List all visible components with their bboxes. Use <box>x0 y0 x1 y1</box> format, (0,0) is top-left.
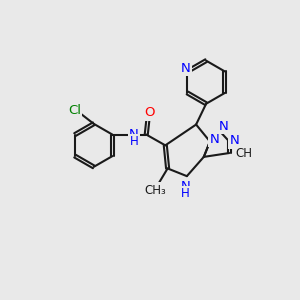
Text: O: O <box>144 106 154 119</box>
Text: N: N <box>180 180 190 194</box>
Text: N: N <box>210 133 220 146</box>
Text: N: N <box>219 120 229 133</box>
Text: CH: CH <box>236 146 252 160</box>
Text: H: H <box>130 135 138 148</box>
Text: N: N <box>230 134 239 147</box>
Text: H: H <box>181 187 190 200</box>
Text: Cl: Cl <box>68 104 81 117</box>
Text: CH₃: CH₃ <box>144 184 166 196</box>
Text: N: N <box>181 62 191 75</box>
Text: N: N <box>129 128 139 141</box>
